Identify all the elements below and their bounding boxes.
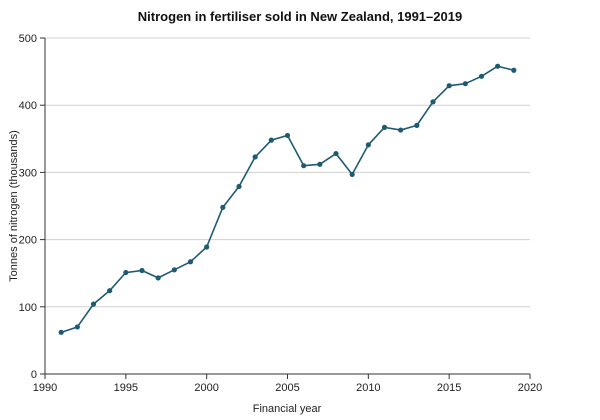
data-point-2016 [462, 81, 468, 87]
data-point-2015 [446, 83, 452, 89]
x-tick-label-2000: 2000 [194, 382, 218, 394]
x-axis-title: Financial year [253, 403, 322, 415]
y-tick-label-400: 400 [19, 100, 37, 112]
y-tick-label-100: 100 [19, 302, 37, 314]
y-tick-label-500: 500 [19, 33, 37, 45]
y-tick-label-200: 200 [19, 235, 37, 247]
chart-title: Nitrogen in fertiliser sold in New Zeala… [137, 9, 463, 24]
y-axis-title: Tonnes of nitrogen (thousands) [8, 130, 20, 282]
data-point-1997 [155, 275, 161, 281]
data-point-2003 [252, 154, 258, 160]
x-tick-label-2020: 2020 [518, 382, 542, 394]
data-point-2008 [333, 150, 339, 157]
data-point-1995 [123, 269, 129, 276]
data-point-2000 [204, 244, 210, 250]
x-tick-label-2005: 2005 [275, 382, 299, 394]
data-point-2018 [495, 63, 501, 69]
data-point-2013 [414, 122, 420, 128]
data-point-1991 [58, 329, 64, 335]
axes: 0 100 200 300 400 500 1990 1995 2000 2005 2010 2015… [19, 33, 543, 394]
data-point-2011 [381, 124, 388, 130]
data-point-2010 [365, 142, 371, 148]
data-point-2004 [268, 137, 274, 143]
data-point-2014 [430, 99, 436, 105]
data-point-2019 [511, 67, 517, 73]
data-point-1999 [187, 259, 194, 265]
x-tick-label-1990: 1990 [33, 382, 57, 394]
gridlines [45, 37, 530, 308]
data-point-1996 [139, 267, 145, 274]
data-point-1998 [171, 267, 177, 273]
data-point-2012 [398, 127, 404, 133]
y-tick-label-0: 0 [31, 369, 37, 381]
series-line-0 [60, 65, 515, 334]
x-tick-label-2010: 2010 [356, 382, 380, 394]
data-point-1993 [90, 301, 97, 307]
data-point-1994 [107, 288, 113, 294]
data-point-2005 [284, 132, 291, 139]
x-tick-label-1995: 1995 [114, 382, 138, 394]
data-point-2009 [349, 171, 355, 178]
y-tick-label-300: 300 [19, 167, 37, 179]
data-point-1992 [74, 324, 80, 330]
data-point-2017 [478, 73, 485, 79]
series [58, 63, 517, 335]
data-point-2002 [236, 183, 242, 190]
data-point-2001 [220, 204, 226, 210]
data-point-2007 [317, 161, 323, 167]
data-point-2006 [301, 163, 307, 169]
x-tick-label-2015: 2015 [437, 382, 461, 394]
